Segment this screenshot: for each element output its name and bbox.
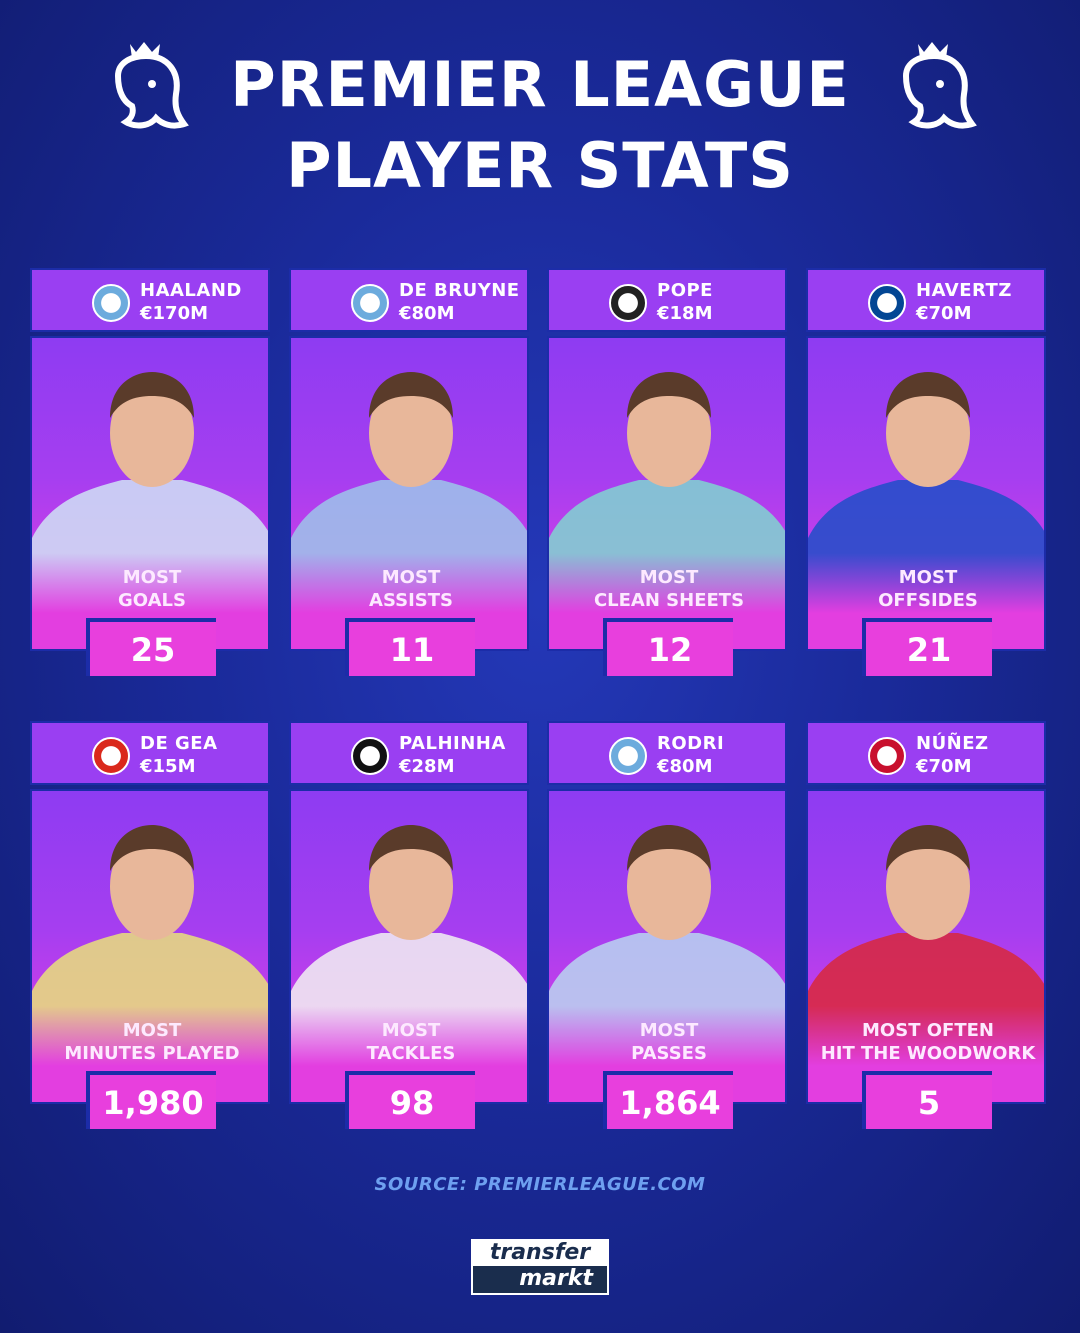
card-body: MOST GOALS xyxy=(30,336,270,651)
card-header: HAVERTZ €70M xyxy=(806,268,1046,332)
player-name: DE BRUYNE xyxy=(399,280,520,301)
market-value: €70M xyxy=(916,756,972,777)
club-crest-icon xyxy=(92,284,130,322)
club-crest-icon xyxy=(868,284,906,322)
player-card: RODRI €80M MOST PASSES 1,864 xyxy=(547,721,787,1129)
card-header: NÚÑEZ €70M xyxy=(806,721,1046,785)
club-crest-icon xyxy=(351,284,389,322)
card-header: HAALAND €170M xyxy=(30,268,270,332)
player-card: DE GEA €15M MOST MINUTES PLAYED 1,980 xyxy=(30,721,270,1129)
card-body: MOST MINUTES PLAYED xyxy=(30,789,270,1104)
player-photo xyxy=(291,825,527,1102)
player-card: PALHINHA €28M MOST TACKLES 98 xyxy=(289,721,529,1129)
player-photo xyxy=(291,372,527,649)
stat-value: 25 xyxy=(86,618,216,676)
stat-value: 1,864 xyxy=(603,1071,733,1129)
club-crest-icon xyxy=(351,737,389,775)
player-card: NÚÑEZ €70M MOST OFTEN HIT THE WOODWORK 5 xyxy=(806,721,1046,1129)
player-name: RODRI xyxy=(657,733,725,754)
stat-label: MOST MINUTES PLAYED xyxy=(64,1020,240,1064)
player-name: NÚÑEZ xyxy=(916,733,989,754)
market-value: €15M xyxy=(140,756,196,777)
stat-value: 1,980 xyxy=(86,1071,216,1129)
card-body: MOST PASSES xyxy=(547,789,787,1104)
card-header: POPE €18M xyxy=(547,268,787,332)
source-credit: SOURCE: PREMIERLEAGUE.COM xyxy=(374,1174,706,1195)
market-value: €80M xyxy=(399,303,455,324)
player-card: POPE €18M MOST CLEAN SHEETS 12 xyxy=(547,268,787,676)
stat-value: 12 xyxy=(603,618,733,676)
card-body: MOST TACKLES xyxy=(289,789,529,1104)
market-value: €170M xyxy=(140,303,209,324)
premier-league-lion-icon xyxy=(902,42,977,129)
stat-label: MOST OFFSIDES xyxy=(878,567,978,611)
stat-label: MOST PASSES xyxy=(631,1020,707,1064)
stat-value: 98 xyxy=(345,1071,475,1129)
stat-value: 5 xyxy=(862,1071,992,1129)
stat-value: 21 xyxy=(862,618,992,676)
player-photo xyxy=(808,372,1044,649)
player-card: HAVERTZ €70M MOST OFFSIDES 21 xyxy=(806,268,1046,676)
player-name: HAALAND xyxy=(140,280,242,301)
premier-league-lion-icon xyxy=(114,42,189,129)
player-card: DE BRUYNE €80M MOST ASSISTS 11 xyxy=(289,268,529,676)
card-header: RODRI €80M xyxy=(547,721,787,785)
stat-label: MOST OFTEN HIT THE WOODWORK xyxy=(820,1020,1036,1064)
player-name: HAVERTZ xyxy=(916,280,1012,301)
title-line-2: PLAYER STATS xyxy=(286,129,794,202)
transfermarkt-logo: transfer markt xyxy=(471,1239,609,1295)
card-header: DE GEA €15M xyxy=(30,721,270,785)
market-value: €70M xyxy=(916,303,972,324)
player-name: DE GEA xyxy=(140,733,218,754)
market-value: €28M xyxy=(399,756,455,777)
player-photo xyxy=(549,372,785,649)
card-header: DE BRUYNE €80M xyxy=(289,268,529,332)
player-name: POPE xyxy=(657,280,713,301)
player-card: HAALAND €170M MOST GOALS 25 xyxy=(30,268,270,676)
card-body: MOST CLEAN SHEETS xyxy=(547,336,787,651)
card-header: PALHINHA €28M xyxy=(289,721,529,785)
stat-label: MOST TACKLES xyxy=(366,1020,456,1064)
market-value: €18M xyxy=(657,303,713,324)
card-body: MOST OFTEN HIT THE WOODWORK xyxy=(806,789,1046,1104)
player-name: PALHINHA xyxy=(399,733,506,754)
stat-value: 11 xyxy=(345,618,475,676)
club-crest-icon xyxy=(868,737,906,775)
stat-label: MOST GOALS xyxy=(118,567,186,611)
stat-label: MOST ASSISTS xyxy=(369,567,453,611)
club-crest-icon xyxy=(609,284,647,322)
card-body: MOST OFFSIDES xyxy=(806,336,1046,651)
club-crest-icon xyxy=(92,737,130,775)
club-crest-icon xyxy=(609,737,647,775)
stat-label: MOST CLEAN SHEETS xyxy=(593,567,745,611)
player-photo xyxy=(32,825,268,1102)
title-line-1: PREMIER LEAGUE xyxy=(230,48,850,121)
market-value: €80M xyxy=(657,756,713,777)
card-body: MOST ASSISTS xyxy=(289,336,529,651)
